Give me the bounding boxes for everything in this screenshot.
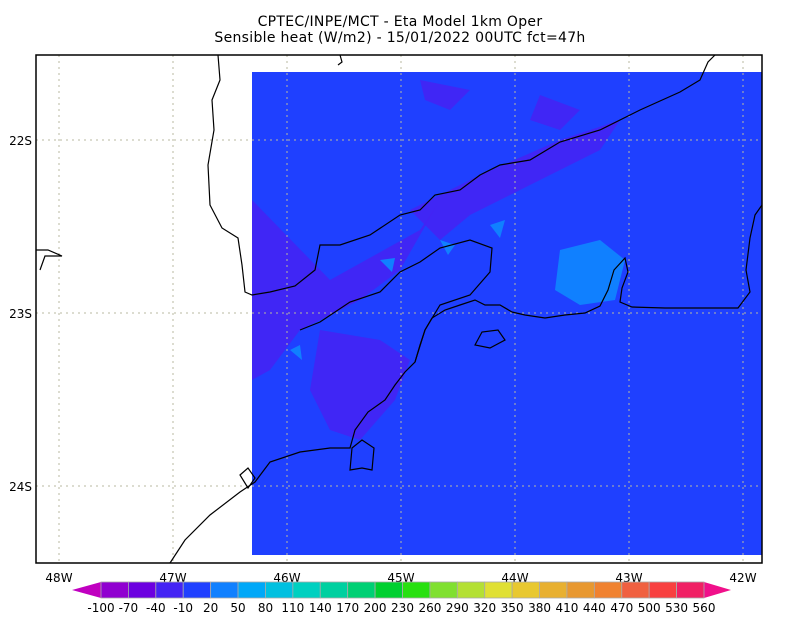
high-flux-patch (290, 345, 302, 360)
colorbar-label: 500 (638, 601, 661, 615)
colorbar-swatch (539, 581, 568, 599)
low-flux-patch (410, 120, 620, 240)
colorbar-label: 440 (583, 601, 606, 615)
lon-label: 44W (501, 571, 528, 585)
lon-label: 43W (615, 571, 642, 585)
colorbar-swatch (128, 581, 157, 599)
coastline (36, 249, 63, 271)
colorbar-label: 20 (203, 601, 218, 615)
colorbar-under-arrow (72, 582, 101, 598)
island-outline (239, 467, 256, 490)
low-flux-patch (530, 95, 580, 130)
colorbar-label: 50 (230, 601, 245, 615)
colorbar-label: 290 (446, 601, 469, 615)
coastline (169, 204, 763, 564)
high-flux-patch (380, 258, 395, 272)
colorbar-label: 560 (693, 601, 716, 615)
colorbar-swatch (566, 581, 595, 599)
island-outline (474, 329, 506, 349)
colorbar-label: 350 (501, 601, 524, 615)
colorbar-swatch (676, 581, 705, 599)
lat-label: 24S (9, 480, 32, 494)
colorbar-swatch (319, 581, 349, 599)
colorbar-swatch (100, 581, 129, 599)
colorbar-swatch (292, 581, 321, 599)
map-subtitle: Sensible heat (W/m2) - 15/01/2022 00UTC … (214, 30, 586, 46)
colorbar-swatch (265, 581, 294, 599)
colorbar-swatch (456, 581, 486, 599)
colorbar-label: 170 (336, 601, 359, 615)
lon-label: 45W (387, 571, 414, 585)
colorbar-label: 200 (364, 601, 387, 615)
map-title: CPTEC/INPE/MCT - Eta Model 1km Oper (257, 14, 543, 30)
colorbar-label: 80 (258, 601, 273, 615)
colorbar-label: 320 (473, 601, 496, 615)
lat-label: 22S (9, 134, 32, 148)
colorbar-label: 470 (610, 601, 633, 615)
lon-label: 46W (273, 571, 300, 585)
colorbar-label: -70 (119, 601, 139, 615)
low-flux-patch (252, 200, 440, 380)
coastline (207, 54, 716, 296)
colorbar-swatch (648, 581, 677, 599)
colorbar-label: 260 (418, 601, 441, 615)
colorbar-over-arrow (704, 582, 731, 598)
colorbar-swatch (237, 581, 266, 599)
lat-label: 23S (9, 307, 32, 321)
colorbar: -100 -70 -40 -10 20 50 80 110 140 170 200 230 260 290… (72, 581, 731, 615)
lon-label: 47W (159, 571, 186, 585)
colorbar-label: 140 (309, 601, 332, 615)
colorbar-label: 410 (556, 601, 579, 615)
colorbar-swatch (374, 581, 403, 599)
lon-label: 42W (729, 571, 756, 585)
high-flux-patch (440, 240, 455, 255)
colorbar-swatch (429, 581, 458, 599)
colorbar-swatch (347, 581, 376, 599)
coastline (337, 54, 343, 66)
colorbar-label: 110 (281, 601, 304, 615)
coastline (299, 239, 493, 363)
high-flux-patch (490, 220, 505, 238)
colorbar-swatch (155, 581, 184, 599)
low-flux-patch (310, 330, 410, 440)
low-flux-patch (420, 80, 470, 110)
colorbar-label: 530 (665, 601, 688, 615)
colorbar-swatch (182, 581, 212, 599)
colorbar-label: 230 (391, 601, 414, 615)
colorbar-swatch (593, 581, 623, 599)
colorbar-label: 380 (528, 601, 551, 615)
lon-label: 48W (45, 571, 72, 585)
map-frame (35, 54, 763, 564)
colorbar-swatch (210, 581, 239, 599)
colorbar-swatch (621, 581, 650, 599)
colorbar-label: -40 (146, 601, 166, 615)
colorbar-label: -100 (87, 601, 114, 615)
high-flux-patch (555, 240, 625, 305)
island-outline (349, 439, 375, 471)
colorbar-swatch (484, 581, 513, 599)
colorbar-swatch (511, 581, 540, 599)
colorbar-label: -10 (173, 601, 193, 615)
coastline-borders (36, 54, 763, 564)
lat-lon-grid (36, 55, 762, 563)
colorbar-swatch (402, 581, 431, 599)
